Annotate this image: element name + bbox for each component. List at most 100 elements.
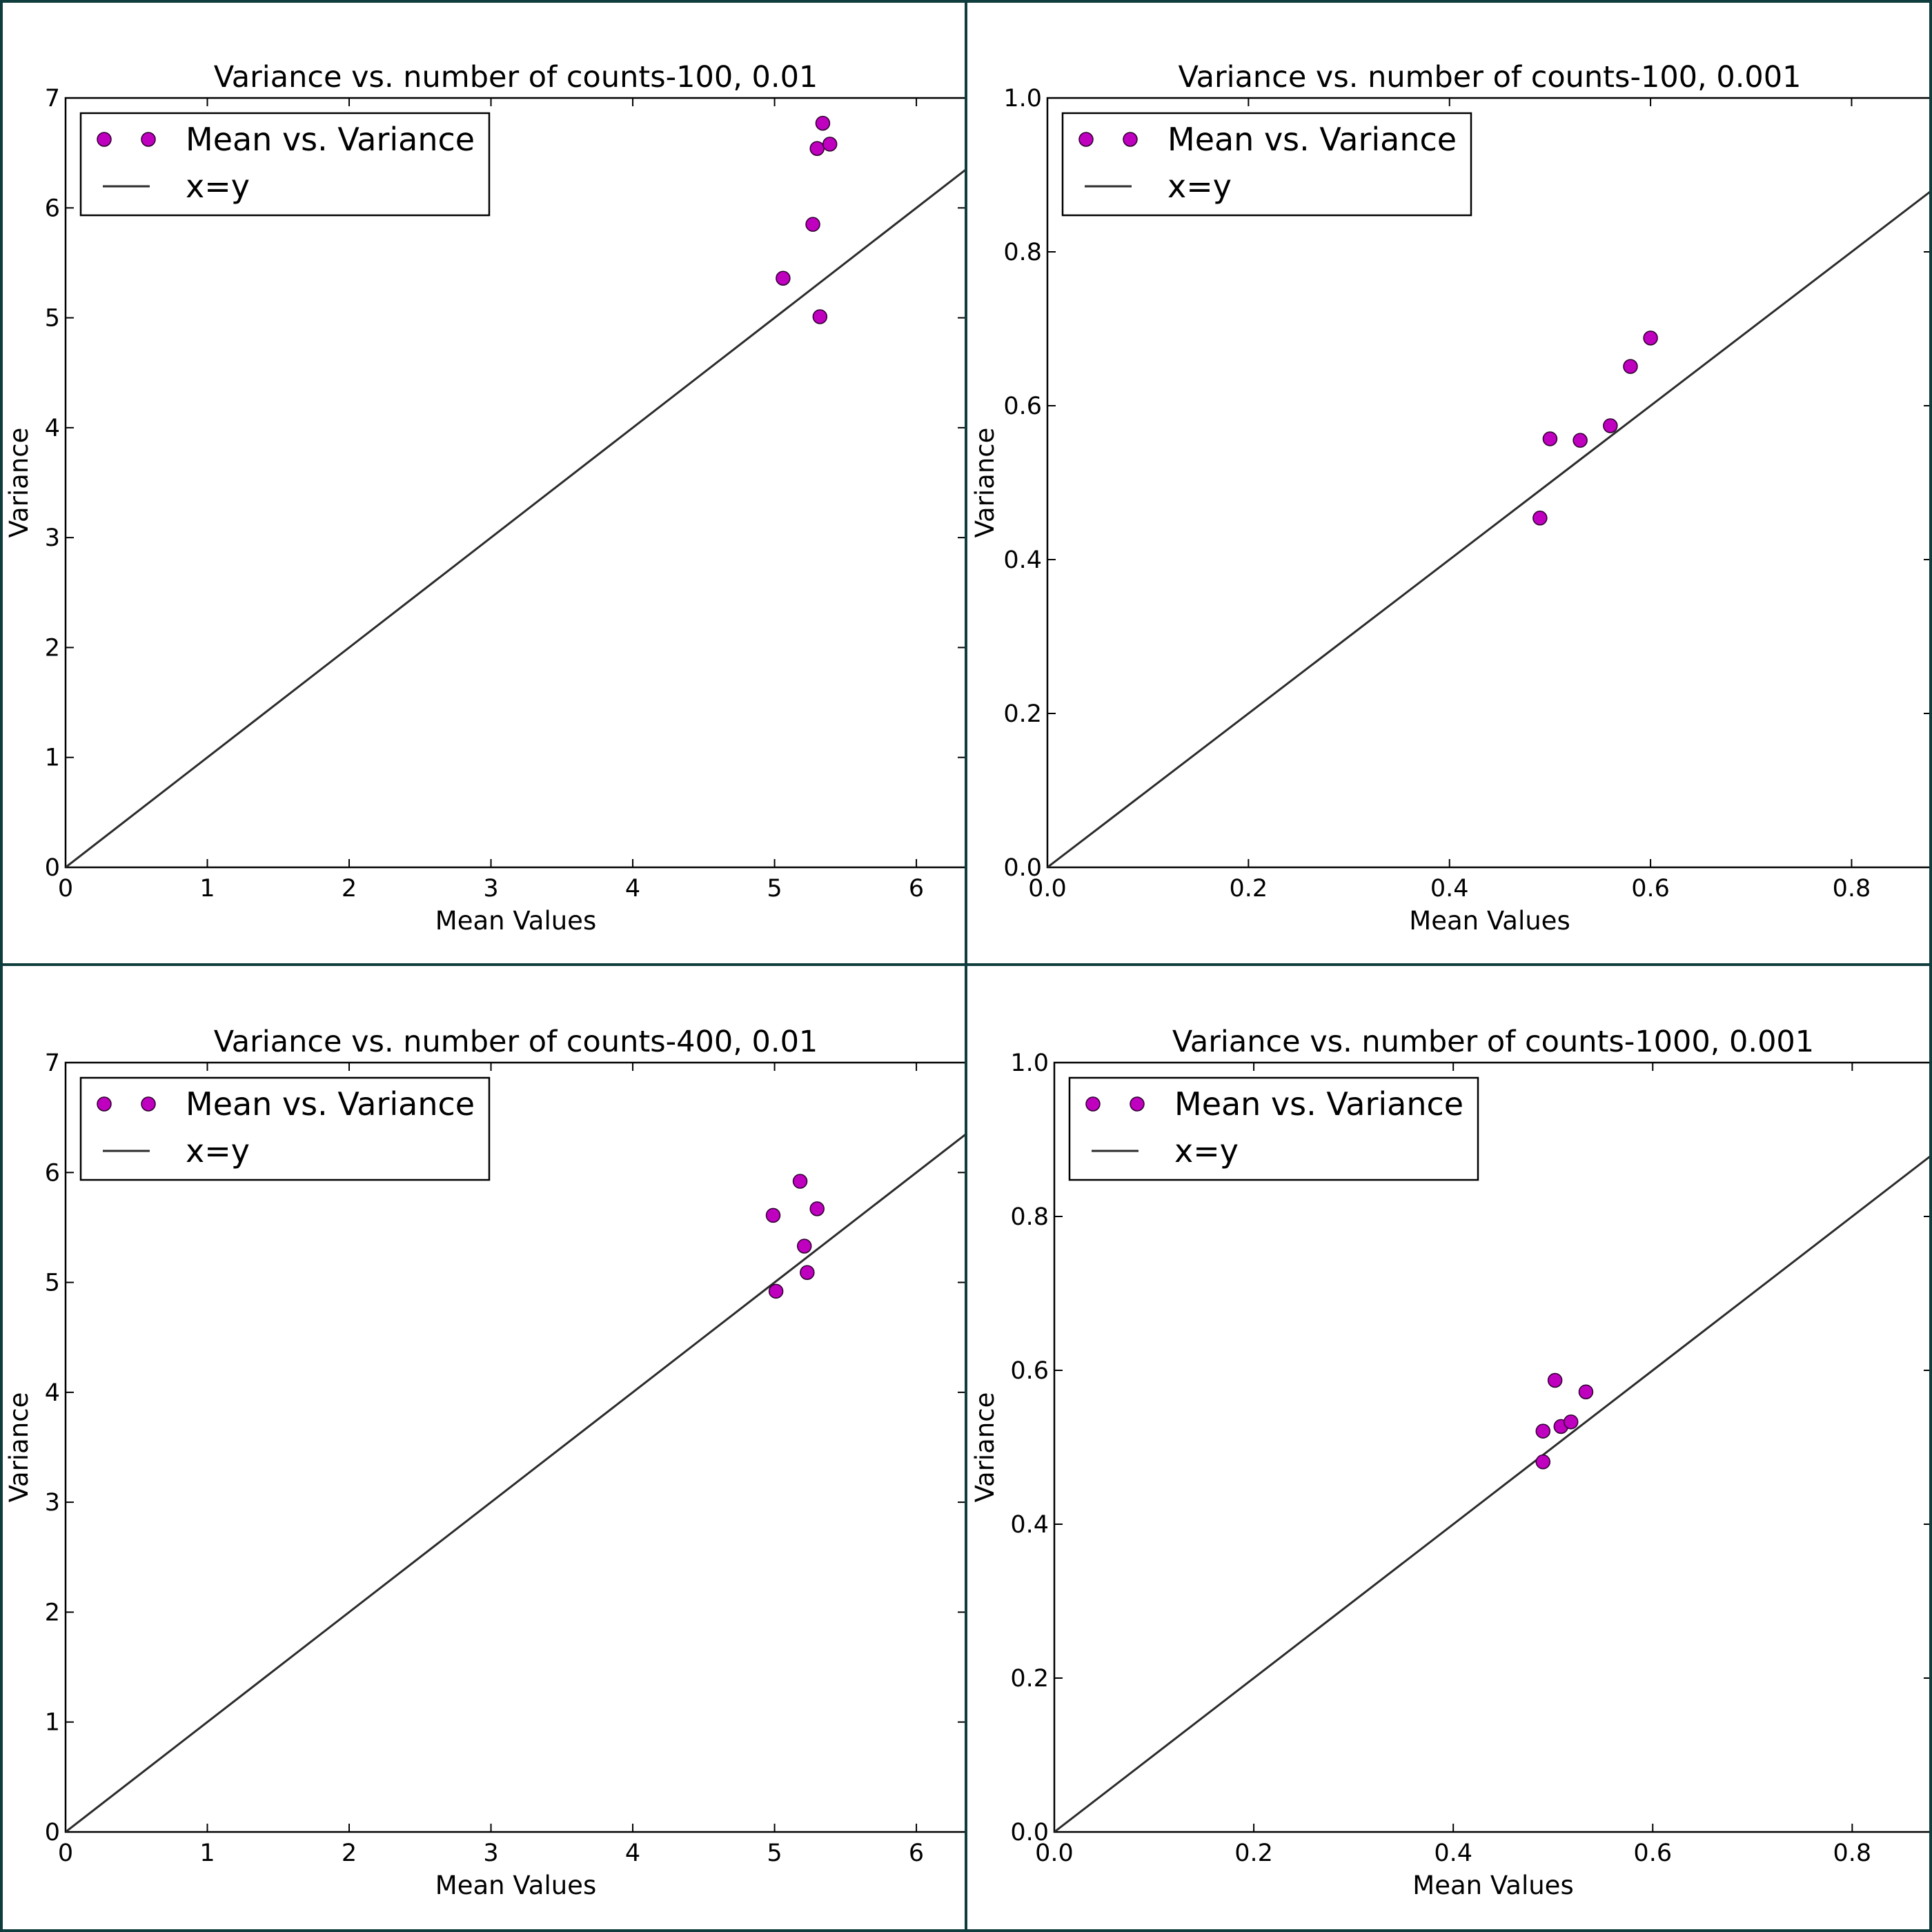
y-tick-label: 0 bbox=[45, 1819, 60, 1846]
scatter-point bbox=[1643, 331, 1658, 346]
legend-marker bbox=[97, 132, 112, 147]
identity-line bbox=[1054, 1154, 1932, 1832]
y-tick-label: 1.0 bbox=[1003, 85, 1042, 112]
y-tick-label: 5 bbox=[45, 305, 60, 333]
scatter-point bbox=[765, 1208, 781, 1223]
y-tick-label: 6 bbox=[45, 195, 60, 222]
x-tick-label: 1 bbox=[199, 875, 215, 903]
y-tick-label: 0.6 bbox=[1003, 393, 1042, 420]
x-tick-label: 6 bbox=[909, 875, 924, 903]
y-tick-label: 6 bbox=[45, 1159, 60, 1187]
legend-marker bbox=[1123, 132, 1138, 147]
scatter-point bbox=[805, 217, 820, 232]
x-tick-label: 2 bbox=[342, 1840, 357, 1867]
chart-panel-2: Variance vs. number of counts-100, 0.001… bbox=[970, 60, 1932, 936]
scatter-point bbox=[1578, 1384, 1594, 1399]
x-tick-label: 0.6 bbox=[1631, 875, 1670, 903]
series-layer bbox=[1047, 189, 1932, 867]
scatter-point bbox=[1535, 1454, 1551, 1470]
scatter-point bbox=[809, 1201, 825, 1216]
y-tick-label: 2 bbox=[45, 634, 60, 662]
x-tick-label: 3 bbox=[483, 875, 498, 903]
y-tick-label: 7 bbox=[45, 85, 60, 112]
x-tick-label: 2 bbox=[342, 875, 357, 903]
chart-panel-1: Variance vs. number of counts-100, 0.01 0… bbox=[4, 60, 967, 936]
x-tick-label: 4 bbox=[625, 875, 640, 903]
legend-label-line: x=y bbox=[186, 168, 250, 205]
legend: Mean vs. Variance x=y bbox=[79, 1076, 491, 1181]
panels: Variance vs. number of counts-100, 0.01 0… bbox=[4, 60, 1932, 1900]
x-tick-label: 3 bbox=[483, 1840, 498, 1867]
plot-area bbox=[1046, 97, 1932, 869]
scatter-point bbox=[1563, 1414, 1579, 1430]
legend-marker bbox=[97, 1096, 112, 1112]
legend-label-scatter: Mean vs. Variance bbox=[1174, 1085, 1463, 1123]
series-layer bbox=[66, 1133, 966, 1832]
legend: Mean vs. Variance x=y bbox=[79, 112, 491, 217]
y-tick-label: 0.8 bbox=[1010, 1203, 1049, 1231]
y-axis-label: Variance bbox=[4, 428, 34, 538]
scatter-point bbox=[1573, 433, 1588, 448]
x-tick-label: 0.4 bbox=[1434, 1840, 1472, 1867]
x-axis-label: Mean Values bbox=[1409, 906, 1570, 936]
chart-title: Variance vs. number of counts-100, 0.001 bbox=[1179, 60, 1802, 95]
y-tick-label: 5 bbox=[45, 1270, 60, 1297]
x-tick-label: 4 bbox=[625, 1840, 640, 1867]
y-tick-label: 0.4 bbox=[1003, 546, 1042, 574]
scatter-point bbox=[815, 115, 831, 131]
chart-title: Variance vs. number of counts-100, 0.01 bbox=[214, 60, 818, 95]
chart-panel-4: Variance vs. number of counts-1000, 0.00… bbox=[970, 1025, 1932, 1900]
x-tick-label: 0.4 bbox=[1430, 875, 1469, 903]
x-axis-label: Mean Values bbox=[1412, 1871, 1573, 1900]
x-tick-label: 5 bbox=[767, 875, 782, 903]
chart-title: Variance vs. number of counts-400, 0.01 bbox=[214, 1025, 818, 1059]
x-tick-label: 1 bbox=[199, 1840, 215, 1867]
legend-label-line: x=y bbox=[1174, 1132, 1239, 1170]
y-tick-label: 0.2 bbox=[1003, 700, 1042, 728]
legend-label-scatter: Mean vs. Variance bbox=[1167, 121, 1457, 158]
legend-marker bbox=[1130, 1096, 1145, 1112]
legend-label-line: x=y bbox=[186, 1132, 250, 1170]
scatter-point bbox=[822, 137, 838, 152]
scatter-point bbox=[792, 1174, 808, 1189]
y-tick-label: 2 bbox=[45, 1599, 60, 1626]
scatter-point bbox=[1603, 418, 1618, 433]
identity-line bbox=[66, 1133, 966, 1832]
series-layer bbox=[66, 115, 966, 867]
legend-box bbox=[79, 112, 491, 217]
scatter-point bbox=[1532, 511, 1548, 526]
legend: Mean vs. Variance x=y bbox=[1061, 112, 1472, 217]
x-tick-label: 0 bbox=[58, 875, 73, 903]
plot-area bbox=[1053, 1061, 1932, 1833]
y-tick-label: 0.6 bbox=[1010, 1357, 1049, 1385]
x-axis-label: Mean Values bbox=[435, 906, 596, 936]
y-tick-label: 4 bbox=[45, 415, 60, 442]
legend-box bbox=[79, 1076, 491, 1181]
scatter-point bbox=[809, 141, 825, 157]
y-axis-label: Variance bbox=[970, 428, 1000, 538]
y-tick-label: 3 bbox=[45, 1489, 60, 1517]
y-tick-label: 1 bbox=[45, 745, 60, 772]
legend-marker bbox=[1078, 132, 1094, 147]
y-tick-label: 0.0 bbox=[1003, 854, 1042, 882]
x-axis-label: Mean Values bbox=[435, 1871, 596, 1900]
legend-label-scatter: Mean vs. Variance bbox=[186, 1085, 475, 1123]
y-tick-label: 0.8 bbox=[1003, 239, 1042, 266]
y-tick-label: 4 bbox=[45, 1379, 60, 1407]
x-tick-label: 5 bbox=[767, 1840, 782, 1867]
scatter-point bbox=[1623, 359, 1638, 374]
y-axis-label: Variance bbox=[970, 1392, 1000, 1503]
y-tick-label: 3 bbox=[45, 524, 60, 552]
y-tick-label: 0.4 bbox=[1010, 1511, 1049, 1539]
scatter-point bbox=[1535, 1423, 1551, 1439]
y-tick-label: 1.0 bbox=[1010, 1049, 1049, 1077]
identity-line bbox=[66, 168, 966, 867]
y-tick-label: 0.0 bbox=[1010, 1819, 1049, 1846]
legend: Mean vs. Variance x=y bbox=[1068, 1076, 1479, 1181]
legend-marker bbox=[1085, 1096, 1101, 1112]
legend-label-line: x=y bbox=[1167, 168, 1232, 205]
scatter-point bbox=[776, 270, 791, 286]
y-axis-label: Variance bbox=[4, 1392, 34, 1503]
